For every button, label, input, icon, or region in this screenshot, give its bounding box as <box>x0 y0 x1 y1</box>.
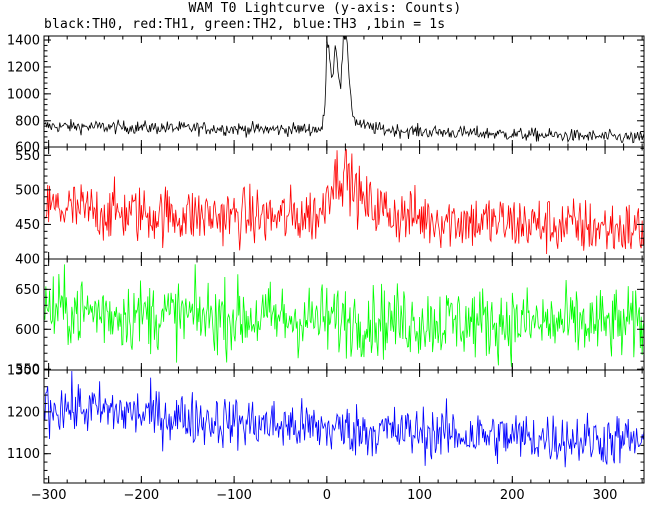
y-tick-label: 1400 <box>7 34 40 49</box>
chart-subtitle: black:TH0, red:TH1, green:TH2, blue:TH3 … <box>44 17 446 32</box>
y-tick-label: 800 <box>15 114 40 129</box>
x-tick-label: −300 <box>31 488 67 503</box>
chart-title: WAM T0 Lightcurve (y-axis: Counts) <box>188 1 462 16</box>
x-axis: −300 −200 −100 0 100 200 300 <box>31 488 618 503</box>
y-tick-label: 400 <box>15 253 40 268</box>
panel-th1: 400 450 500 550 <box>15 146 645 268</box>
series-th2 <box>44 264 644 367</box>
panel-th2: 550 600 650 <box>15 258 645 378</box>
y-tick-label: 1300 <box>7 364 40 379</box>
y-tick-label: 1100 <box>7 447 40 462</box>
y-tick-label: 500 <box>15 183 40 198</box>
y-tick-label: 450 <box>15 218 40 233</box>
x-tick-label: −200 <box>124 488 160 503</box>
y-tick-label: 550 <box>15 363 40 378</box>
y-tick-label: 1000 <box>7 87 40 102</box>
panel-frame <box>43 146 645 260</box>
x-tick-label: 300 <box>593 488 618 503</box>
series-th0 <box>44 36 644 144</box>
y-tick-label: 1200 <box>7 405 40 420</box>
panel-th3: 1100 1200 1300 <box>7 364 645 484</box>
y-tick-label: 600 <box>15 141 40 156</box>
y-tick-label: 1200 <box>7 60 40 75</box>
x-tick-label: 200 <box>500 488 525 503</box>
x-tick-label: 100 <box>407 488 432 503</box>
panel-frame <box>43 35 645 148</box>
y-tick-label: 600 <box>15 323 40 338</box>
y-tick-label: 650 <box>15 283 40 298</box>
series-th1 <box>44 148 644 255</box>
series-th3 <box>44 371 644 468</box>
x-tick-label: −100 <box>216 488 252 503</box>
y-tick-label: 550 <box>15 149 40 164</box>
panel-frame <box>43 369 645 484</box>
x-tick-label: 0 <box>323 488 331 503</box>
panel-th0: 600 800 1000 1200 1400 <box>7 34 645 156</box>
